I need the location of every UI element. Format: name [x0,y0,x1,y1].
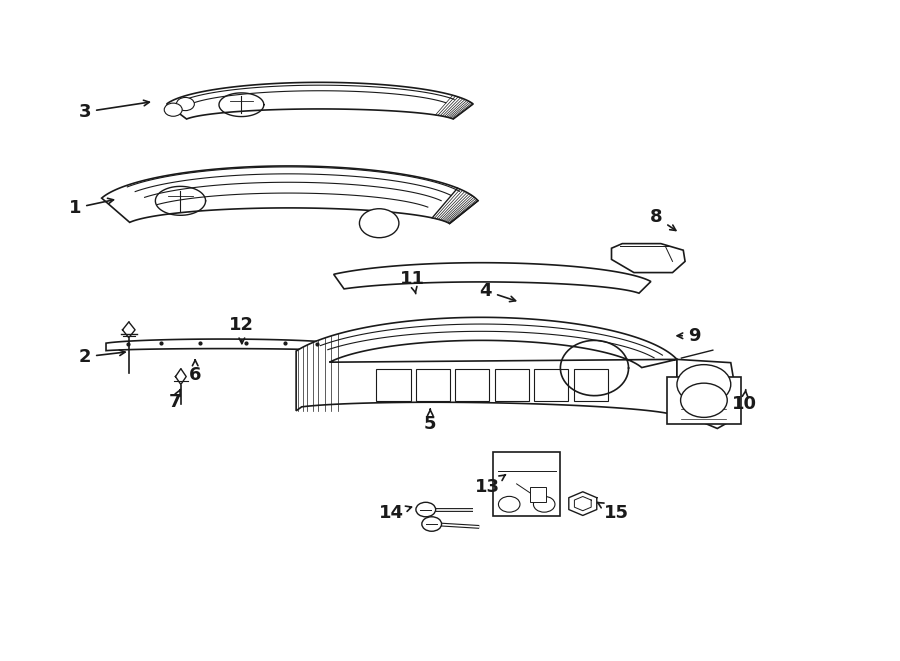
Text: 4: 4 [480,282,516,301]
Text: 8: 8 [650,208,676,231]
Text: 9: 9 [677,327,700,345]
Circle shape [677,365,731,404]
Polygon shape [611,244,685,272]
Circle shape [680,383,727,417]
FancyBboxPatch shape [455,369,490,401]
FancyBboxPatch shape [667,377,741,424]
Polygon shape [122,322,135,338]
Text: 7: 7 [168,389,181,410]
Circle shape [416,502,436,517]
Circle shape [359,209,399,238]
Text: 13: 13 [475,475,506,496]
Polygon shape [166,83,473,119]
Circle shape [499,496,520,512]
FancyBboxPatch shape [530,487,546,502]
Circle shape [164,103,182,116]
Circle shape [176,97,194,110]
Text: 6: 6 [189,360,202,384]
Polygon shape [296,317,677,414]
Polygon shape [677,360,735,428]
Circle shape [422,517,442,531]
Text: 15: 15 [598,502,628,522]
Text: 10: 10 [732,389,757,413]
FancyBboxPatch shape [376,369,410,401]
FancyBboxPatch shape [574,369,608,401]
Polygon shape [102,166,478,223]
FancyBboxPatch shape [495,369,529,401]
Text: 3: 3 [78,100,149,121]
Text: 14: 14 [379,504,411,522]
Text: 2: 2 [78,348,125,366]
Polygon shape [334,262,651,293]
Polygon shape [176,369,186,385]
Circle shape [534,496,555,512]
FancyBboxPatch shape [535,369,569,401]
Text: 1: 1 [68,198,113,217]
FancyBboxPatch shape [416,369,450,401]
Text: 5: 5 [424,409,436,433]
Text: 12: 12 [230,316,255,344]
Polygon shape [106,339,337,350]
Text: 11: 11 [400,270,425,293]
FancyBboxPatch shape [493,451,561,516]
Polygon shape [569,492,597,516]
